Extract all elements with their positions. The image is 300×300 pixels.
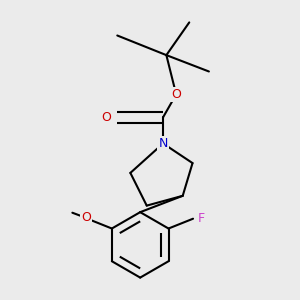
Text: O: O (81, 211, 91, 224)
Text: O: O (171, 88, 181, 101)
Text: O: O (101, 111, 111, 124)
Text: F: F (198, 212, 205, 225)
Text: N: N (158, 137, 168, 150)
